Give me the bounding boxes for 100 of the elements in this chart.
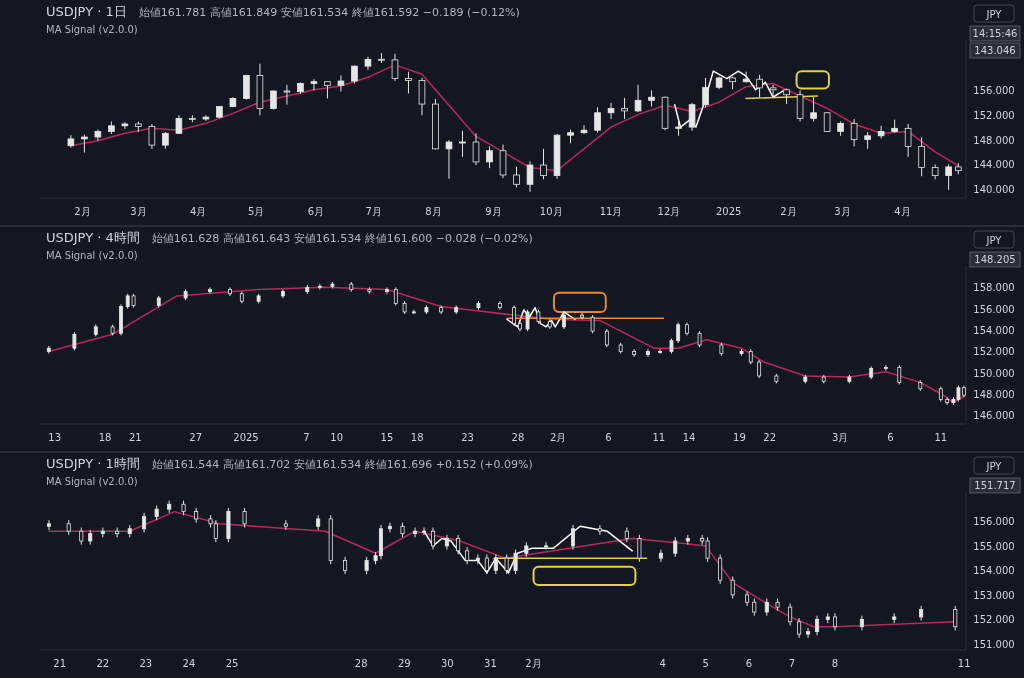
candlestick bbox=[243, 74, 250, 101]
x-tick-label: 2025 bbox=[233, 432, 259, 443]
candlestick bbox=[883, 364, 888, 372]
candlestick bbox=[850, 118, 858, 147]
chart-subtitle: 始値161.544 高値161.702 安値161.534 終値161.696 +0.152 (+0.09%) bbox=[151, 458, 533, 471]
x-tick-label: 13 bbox=[48, 432, 62, 443]
candlestick bbox=[658, 549, 663, 563]
candlestick bbox=[646, 348, 650, 358]
x-tick-label: 11 bbox=[652, 432, 666, 443]
candlestick bbox=[742, 71, 750, 84]
x-tick-label: 15 bbox=[380, 432, 394, 443]
x-tick-label: 6 bbox=[605, 432, 612, 443]
candlestick bbox=[351, 65, 358, 85]
candlestick bbox=[796, 89, 804, 122]
x-tick-label: 3月 bbox=[834, 206, 851, 217]
x-tick-label: 4月 bbox=[190, 206, 207, 217]
x-tick-label: 7 bbox=[788, 658, 796, 669]
x-tick-label: 11 bbox=[934, 432, 948, 443]
candlestick bbox=[877, 125, 885, 139]
candlestick bbox=[270, 89, 277, 111]
x-tick-label: 22 bbox=[763, 432, 777, 443]
candlestick bbox=[413, 527, 418, 538]
candlestick bbox=[512, 305, 517, 327]
candlestick bbox=[46, 519, 51, 531]
x-tick-label: 25 bbox=[225, 658, 239, 669]
y-axis-title: JPY bbox=[985, 8, 1003, 20]
candlestick bbox=[676, 322, 681, 344]
chart-subtitle: 始値161.628 高値161.643 安値161.534 終値161.600 −0.028 (−0.02%) bbox=[151, 232, 533, 245]
candlestick bbox=[637, 534, 642, 563]
x-tick-label: 4 bbox=[659, 658, 666, 669]
candlestick bbox=[405, 71, 412, 94]
line-series bbox=[423, 525, 633, 574]
candlestick bbox=[673, 536, 678, 558]
candlestick bbox=[810, 96, 817, 122]
candlestick bbox=[544, 541, 549, 551]
candlestick bbox=[422, 527, 427, 536]
x-tick-label: 8 bbox=[831, 658, 839, 669]
candlestick bbox=[208, 286, 212, 295]
candlestick bbox=[730, 576, 735, 600]
candlestick bbox=[513, 549, 518, 575]
candlestick bbox=[445, 139, 453, 180]
x-tick-label: 21 bbox=[53, 658, 67, 669]
candlestick bbox=[570, 524, 575, 551]
chart-title: USDJPY · 4時間 bbox=[46, 230, 140, 245]
candlestick bbox=[283, 84, 291, 106]
candlestick bbox=[757, 359, 762, 379]
text: 151.717 bbox=[974, 480, 1016, 491]
candlestick bbox=[526, 160, 534, 193]
x-tick-label: 30 bbox=[441, 658, 454, 669]
x-tick-label: 5月 bbox=[247, 206, 265, 217]
candlestick bbox=[475, 553, 480, 565]
x-tick-label: 2月 bbox=[525, 658, 542, 669]
x-tick-label: 23 bbox=[139, 658, 153, 669]
candlestick bbox=[387, 522, 392, 533]
line-series bbox=[506, 306, 576, 328]
y-tick-label: 148.000 bbox=[973, 389, 1015, 401]
candlestick bbox=[513, 166, 520, 188]
candlestick bbox=[953, 605, 958, 631]
text: MA Signal (v2.0.0) bbox=[46, 476, 138, 487]
x-tick-label: 11 bbox=[957, 658, 971, 669]
y-tick-label: 153.000 bbox=[973, 589, 1015, 601]
candlestick bbox=[904, 123, 912, 158]
x-tick-label: 18 bbox=[98, 432, 112, 443]
y-tick-label: 158.000 bbox=[973, 282, 1015, 294]
candlestick bbox=[604, 328, 609, 348]
x-tick-label: 21 bbox=[128, 432, 142, 443]
y-tick-label: 156.000 bbox=[973, 303, 1015, 315]
candlestick bbox=[525, 309, 530, 332]
candlestick bbox=[540, 148, 547, 180]
candlestick bbox=[484, 553, 489, 575]
candlestick bbox=[431, 527, 436, 551]
y-tick-label: 144.000 bbox=[973, 159, 1015, 171]
x-tick-label: 3月 bbox=[831, 432, 849, 443]
candlestick bbox=[418, 77, 426, 116]
candlestick bbox=[597, 524, 602, 536]
candlestick bbox=[688, 102, 696, 132]
x-tick-label: 2月 bbox=[549, 432, 567, 443]
y-tick-label: 155.000 bbox=[973, 540, 1015, 552]
candlestick bbox=[632, 348, 637, 358]
candlestick bbox=[590, 314, 595, 334]
candlestick bbox=[945, 396, 950, 406]
x-tick-label: 10月 bbox=[539, 206, 563, 217]
x-tick-label: 9月 bbox=[485, 206, 502, 217]
line-series bbox=[48, 286, 965, 404]
y-tick-label: 156.000 bbox=[973, 84, 1015, 96]
candlestick bbox=[242, 507, 247, 529]
candlestick bbox=[456, 534, 461, 555]
candlestick bbox=[175, 114, 183, 135]
candlestick bbox=[148, 123, 156, 150]
candlestick bbox=[607, 102, 615, 120]
x-tick-label: 10 bbox=[330, 432, 344, 443]
x-tick-label: 23 bbox=[461, 432, 474, 443]
candlestick bbox=[493, 553, 498, 575]
text: 148.205 bbox=[974, 254, 1016, 265]
x-tick-label: 6月 bbox=[307, 206, 325, 217]
y-tick-label: 151.000 bbox=[973, 638, 1015, 650]
y-tick-label: 152.000 bbox=[973, 346, 1015, 358]
candlestick bbox=[504, 553, 509, 575]
candlestick bbox=[310, 78, 318, 91]
y-tick-label: 150.000 bbox=[973, 367, 1015, 379]
